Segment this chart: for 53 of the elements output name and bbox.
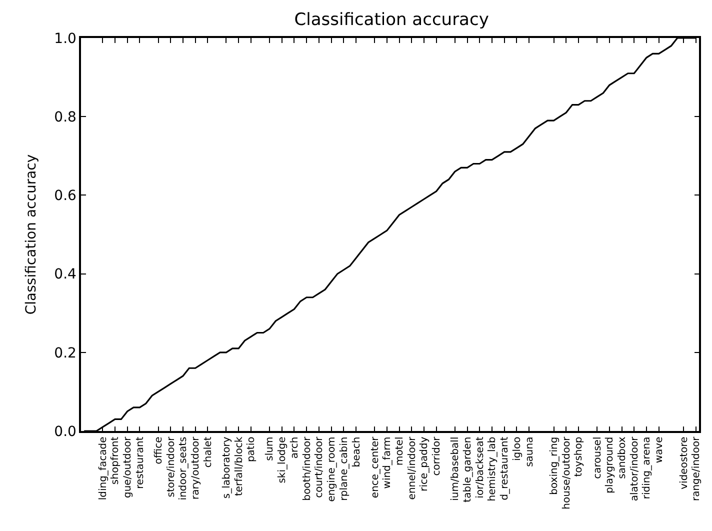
x-tick-label: playground xyxy=(604,436,616,494)
x-tick-label: alator/indoor xyxy=(629,436,640,502)
y-tick-label: 0.4 xyxy=(54,266,77,283)
x-tick-label: wave xyxy=(654,436,666,464)
x-tick-label: slum xyxy=(264,436,276,461)
x-tick-label: rplane_cabin xyxy=(338,436,350,501)
y-axis-title: Classification accuracy xyxy=(23,154,40,315)
x-tick-label: ium/baseball xyxy=(450,436,462,501)
x-tick-label: chalet xyxy=(202,436,214,468)
x-tick-label: boxing_ring xyxy=(549,436,560,495)
x-tick-label: videostore xyxy=(678,436,690,490)
x-tick-label: hemistry_lab xyxy=(487,436,498,502)
x-tick-label: corridor xyxy=(432,436,443,476)
x-tick-label: toyshop xyxy=(574,436,585,477)
x-tick-label: carousel xyxy=(592,436,604,479)
y-tick-label: 0.0 xyxy=(54,424,76,440)
x-tick-label: shopfront xyxy=(110,436,122,485)
x-tick-label: range/indoor xyxy=(691,436,702,502)
x-tick-label: d_restaurant xyxy=(500,436,511,500)
x-tick-label: ennel/indoor xyxy=(406,436,418,500)
y-tick-label: 1.0 xyxy=(54,30,76,47)
x-tick-label: court/indoor xyxy=(314,436,326,498)
x-tick-label: s_laboratory xyxy=(221,436,232,499)
x-tick-label: ence_center xyxy=(370,436,381,498)
y-tick-label: 0.6 xyxy=(54,188,77,204)
x-tick-label: engine_room xyxy=(326,436,338,502)
x-tick-label: sauna xyxy=(524,436,536,467)
x-tick-label: motel xyxy=(394,436,406,466)
x-tick-label: ski_lodge xyxy=(277,436,288,484)
x-tick-label: lding_facade xyxy=(98,436,109,500)
x-tick-label: restaurant xyxy=(134,436,146,489)
x-tick-label: beach xyxy=(351,436,362,468)
x-tick-label: patio xyxy=(246,436,258,462)
x-tick-label: rary/outdoor xyxy=(190,436,202,500)
x-tick-label: table_garden xyxy=(462,436,474,502)
x-tick-label: house/outdoor xyxy=(561,436,572,510)
x-tick-label: store/indoor xyxy=(166,436,177,498)
y-tick-label: 0.8 xyxy=(54,110,76,126)
x-tick-label: riding_arena xyxy=(642,436,653,500)
chart-title: Classification accuracy xyxy=(294,10,489,30)
x-tick-label: indoor_seats xyxy=(178,436,190,500)
x-tick-label: igloo xyxy=(512,436,523,461)
x-tick-label: gue/outdoor xyxy=(122,436,134,498)
x-tick-label: office xyxy=(154,436,164,464)
x-tick-label: ior/backseat xyxy=(474,436,486,498)
x-tick-label: terfall/block xyxy=(234,436,245,496)
x-tick-label: rice_paddy xyxy=(419,436,430,492)
line-series xyxy=(83,38,697,431)
x-tick-label: booth/indoor xyxy=(302,436,313,501)
x-tick-label: sandbox xyxy=(617,436,628,479)
x-tick-label: wind_farm xyxy=(382,436,394,489)
x-tick-label: arch xyxy=(289,436,300,459)
y-tick-label: 0.2 xyxy=(54,345,76,362)
